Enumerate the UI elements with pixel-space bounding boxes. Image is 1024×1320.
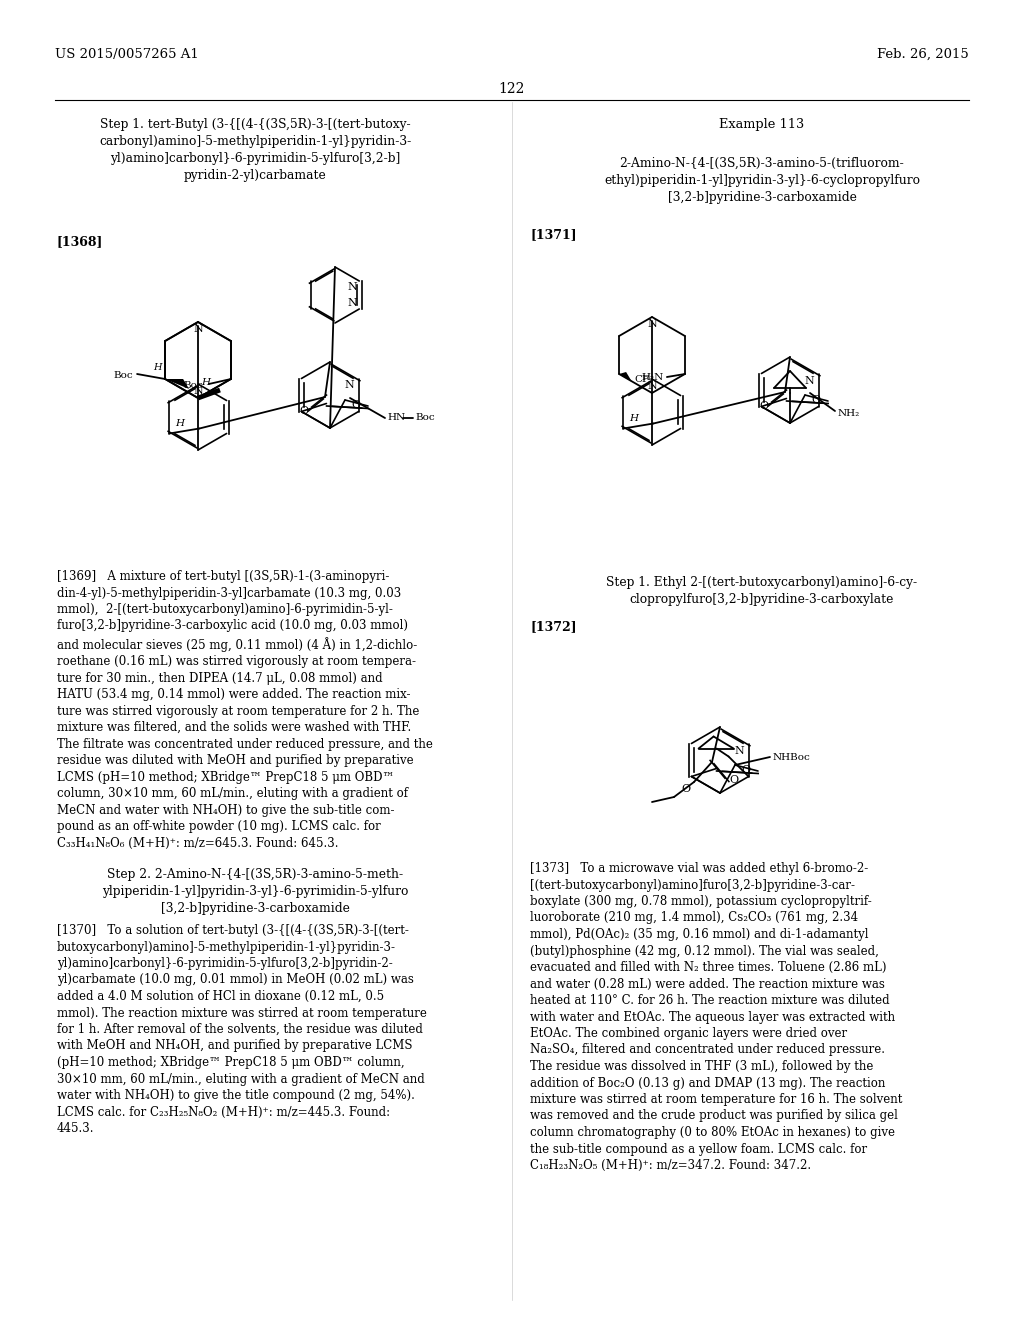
Text: US 2015/0057265 A1: US 2015/0057265 A1 (55, 48, 199, 61)
Text: 122: 122 (499, 82, 525, 96)
Text: [1371]: [1371] (530, 228, 577, 242)
Polygon shape (620, 372, 632, 381)
Text: H: H (201, 378, 210, 387)
Polygon shape (165, 379, 189, 389)
Text: Boc: Boc (183, 380, 203, 389)
Text: N: N (805, 375, 814, 385)
Text: N: N (194, 385, 203, 396)
Text: Step 1. Ethyl 2-[(tert-butoxycarbonyl)amino]-6-cy-
clopropylfuro[3,2-b]pyridine-: Step 1. Ethyl 2-[(tert-butoxycarbonyl)am… (606, 576, 918, 606)
Text: [1370]   To a solution of tert-butyl (3-{[(4-{(3S,5R)-3-[(tert-
butoxycarbonyl)a: [1370] To a solution of tert-butyl (3-{[… (57, 924, 427, 1135)
Text: [1369]   A mixture of tert-butyl [(3S,5R)-1-(3-aminopyri-
din-4-yl)-5-methylpipe: [1369] A mixture of tert-butyl [(3S,5R)-… (57, 570, 433, 850)
Text: O: O (351, 400, 360, 409)
Text: [1372]: [1372] (530, 620, 577, 634)
Text: H: H (175, 418, 184, 428)
Text: N: N (647, 319, 656, 329)
Text: Example 113: Example 113 (720, 117, 805, 131)
Text: O: O (729, 775, 738, 785)
Text: N: N (347, 282, 357, 292)
Text: O: O (682, 784, 691, 795)
Text: O: O (759, 401, 768, 411)
Text: [1368]: [1368] (57, 235, 103, 248)
Text: N: N (735, 746, 744, 755)
Text: Step 2. 2-Amino-N-{4-[(3S,5R)-3-amino-5-meth-
ylpiperidin-1-yl]pyridin-3-yl}-6-p: Step 2. 2-Amino-N-{4-[(3S,5R)-3-amino-5-… (101, 869, 409, 915)
Text: Feb. 26, 2015: Feb. 26, 2015 (878, 48, 969, 61)
Text: H₂N: H₂N (642, 374, 664, 383)
Text: O: O (741, 764, 751, 775)
Text: Step 1. tert-Butyl (3-{[(4-{(3S,5R)-3-[(tert-butoxy-
carbonyl)amino]-5-methylpip: Step 1. tert-Butyl (3-{[(4-{(3S,5R)-3-[(… (99, 117, 411, 182)
Text: HN: HN (387, 413, 406, 422)
Text: N: N (347, 298, 357, 308)
Text: N: N (647, 381, 656, 391)
Text: Boc: Boc (114, 371, 133, 380)
Text: 2-Amino-N-{4-[(3S,5R)-3-amino-5-(trifluorom-
ethyl)piperidin-1-yl]pyridin-3-yl}-: 2-Amino-N-{4-[(3S,5R)-3-amino-5-(trifluo… (604, 157, 920, 205)
Text: [1373]   To a microwave vial was added ethyl 6-bromo-2-
[(tert-butoxycarbonyl)am: [1373] To a microwave vial was added eth… (530, 862, 902, 1172)
Text: NHBoc: NHBoc (773, 752, 811, 762)
Text: N: N (345, 380, 354, 391)
Text: NH₂: NH₂ (838, 408, 860, 417)
Text: Boc: Boc (415, 413, 434, 422)
Text: N: N (194, 323, 203, 334)
Text: H: H (153, 363, 162, 371)
Text: O: O (811, 395, 820, 405)
Text: H: H (629, 414, 638, 422)
Text: O: O (299, 407, 308, 416)
Text: CF₃: CF₃ (634, 375, 653, 384)
